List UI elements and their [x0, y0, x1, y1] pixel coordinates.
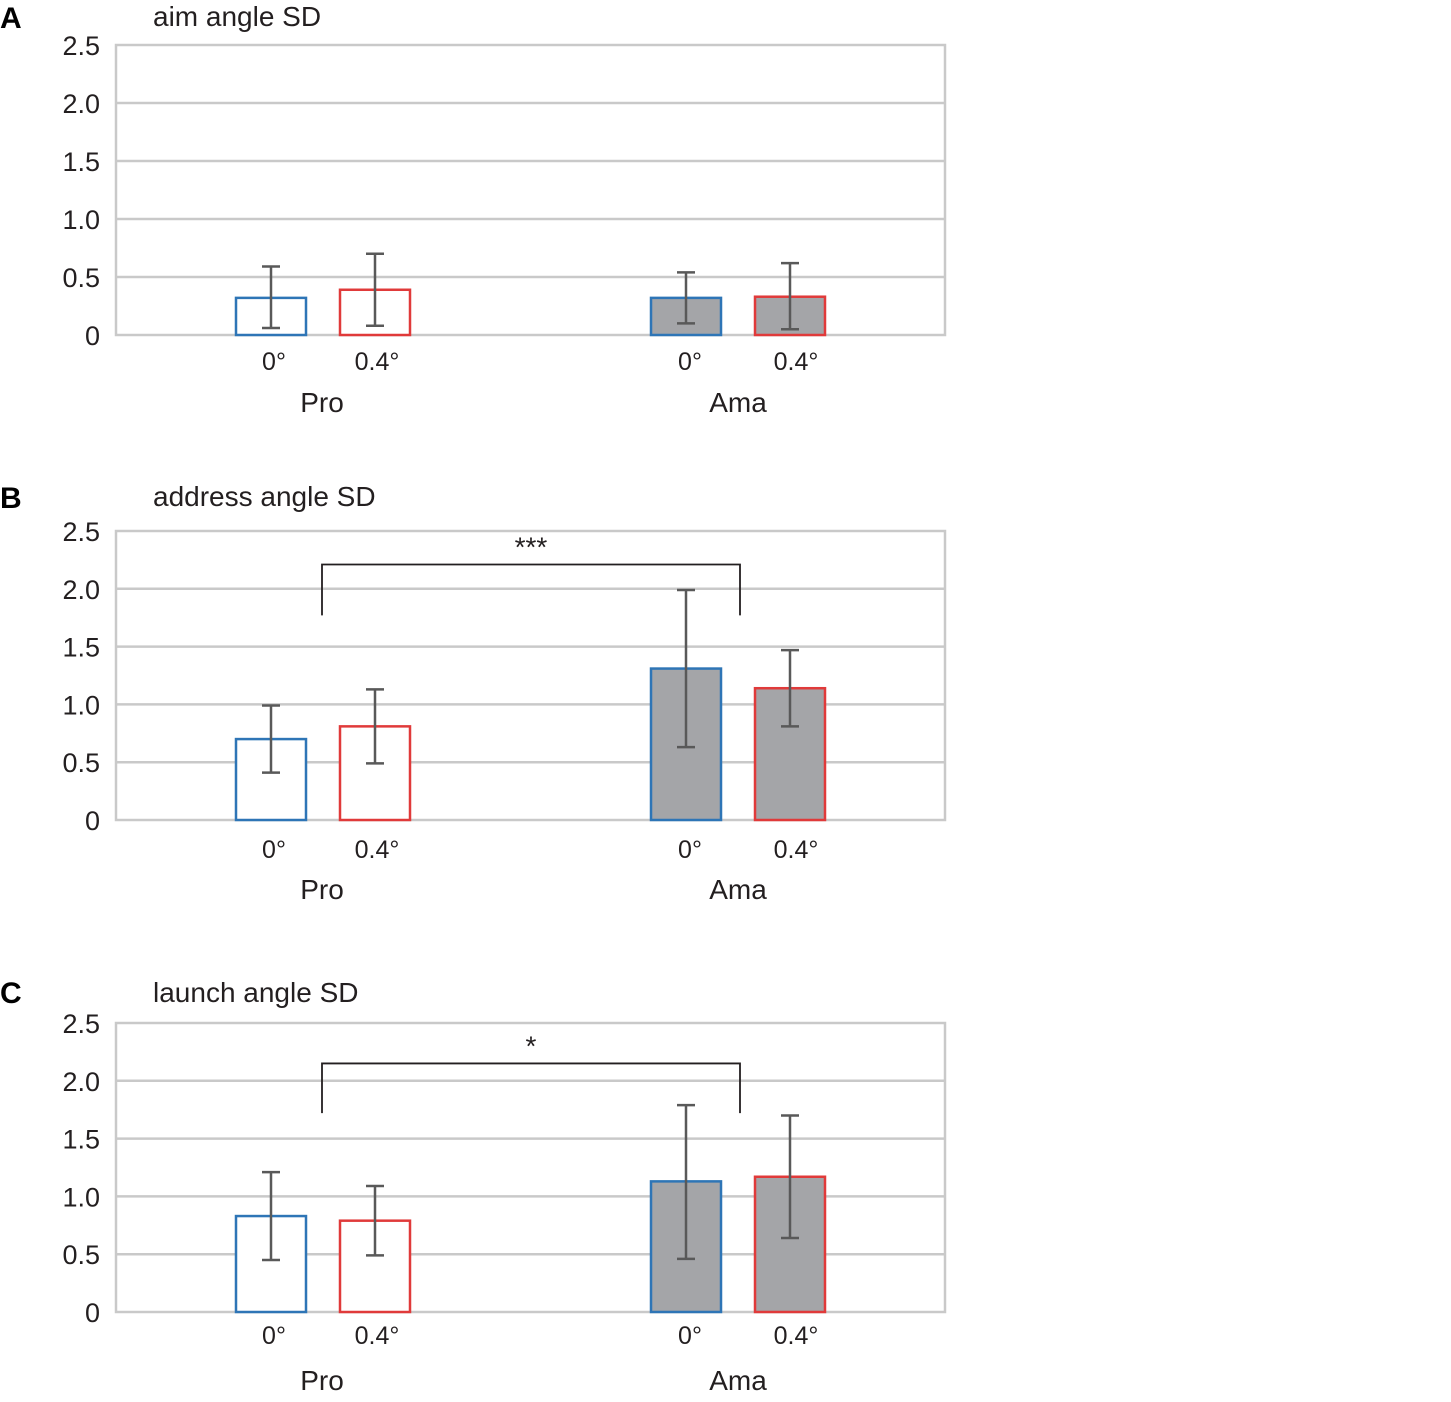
- condition-label: 0.4°: [355, 1322, 400, 1350]
- y-tick-label: 1.5: [62, 1125, 100, 1155]
- y-tick-label: 0.5: [62, 1240, 100, 1270]
- condition-label: 0°: [678, 836, 702, 864]
- y-tick-label: 1.5: [62, 147, 100, 177]
- condition-label: 0°: [678, 1322, 702, 1350]
- plot-frame: [114, 43, 947, 337]
- plot-frame: [114, 529, 947, 822]
- y-tick-label: 1.0: [62, 205, 100, 235]
- condition-label: 0.4°: [774, 348, 819, 376]
- y-tick-label: 1.0: [62, 1182, 100, 1212]
- panel-letter: C: [0, 977, 22, 1010]
- condition-label: 0°: [262, 1322, 286, 1350]
- group-label: Ama: [709, 1365, 767, 1396]
- group-label: Pro: [300, 1365, 344, 1396]
- condition-label: 0.4°: [355, 836, 400, 864]
- y-tick-label: 1.0: [62, 690, 100, 720]
- y-tick-label: 0: [85, 806, 100, 836]
- significance-bracket: [321, 563, 741, 616]
- panel-letter: A: [0, 2, 22, 35]
- significance-label: ***: [515, 532, 548, 563]
- chart-title: address angle SD: [153, 481, 376, 512]
- significance-label: *: [526, 1030, 537, 1061]
- y-tick-label: 0: [85, 1298, 100, 1328]
- condition-label: 0°: [678, 348, 702, 376]
- group-label: Ama: [709, 387, 767, 418]
- significance-bracket: [321, 1062, 741, 1114]
- chart-title: aim angle SD: [153, 1, 321, 32]
- y-tick-label: 2.5: [62, 31, 100, 61]
- condition-label: 0°: [262, 836, 286, 864]
- y-tick-label: 0.5: [62, 263, 100, 293]
- group-label: Pro: [300, 874, 344, 905]
- chart-title: launch angle SD: [153, 977, 358, 1008]
- condition-label: 0.4°: [774, 836, 819, 864]
- y-tick-label: 2.0: [62, 575, 100, 605]
- condition-label: 0.4°: [774, 1322, 819, 1350]
- y-tick-label: 2.5: [62, 517, 100, 547]
- y-tick-label: 2.0: [62, 89, 100, 119]
- condition-label: 0°: [262, 348, 286, 376]
- y-tick-label: 1.5: [62, 633, 100, 663]
- condition-label: 0.4°: [355, 348, 400, 376]
- group-label: Ama: [709, 874, 767, 905]
- panel-letter: B: [0, 482, 22, 515]
- y-tick-label: 0: [85, 321, 100, 351]
- y-tick-label: 2.0: [62, 1067, 100, 1097]
- group-label: Pro: [300, 387, 344, 418]
- y-tick-label: 2.5: [62, 1009, 100, 1039]
- plot-frame: [114, 1021, 947, 1314]
- y-tick-label: 0.5: [62, 748, 100, 778]
